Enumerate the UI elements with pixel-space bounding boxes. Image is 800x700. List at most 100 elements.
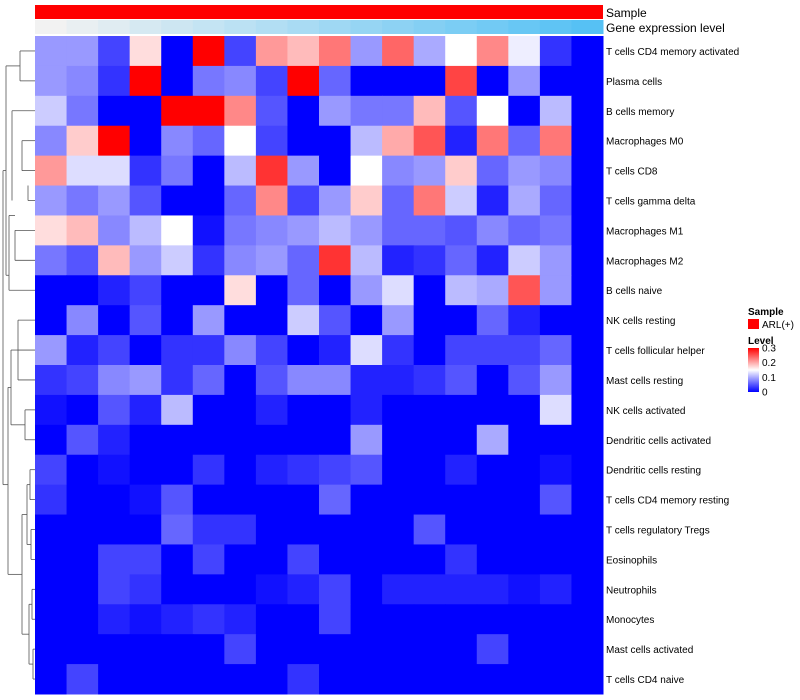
heatmap-cell [350,424,383,456]
row-label: Macrophages M1 [606,226,684,237]
heatmap-cell [224,305,257,336]
heatmap-cell [129,574,162,605]
heatmap-cell [161,36,194,67]
heatmap-cell [445,394,478,426]
heatmap-cell [192,634,225,665]
heatmap-cell [192,394,225,426]
heatmap-cell [287,36,320,67]
heatmap-cell [539,634,572,665]
heatmap-cell [98,245,131,276]
heatmap-cell [287,664,320,695]
heatmap-cell [413,484,446,516]
row-label: B cells naive [606,286,663,297]
heatmap-cell [476,604,509,635]
heatmap-cell [224,335,257,366]
heatmap-cell [287,574,320,605]
heatmap-cell [382,394,415,426]
heatmap-cell [413,365,446,396]
heatmap-cell [66,634,99,665]
heatmap-cell [35,65,68,97]
heatmap-cell [476,365,509,396]
heatmap-cell [350,514,383,545]
heatmap-cell [35,335,68,366]
heatmap-cell [445,604,478,635]
heatmap-cell [287,335,320,366]
legend-title-sample: Sample [748,307,784,318]
heatmap-cell [508,544,541,575]
annotation-cell-expression [255,20,288,34]
heatmap-cell [476,544,509,575]
heatmap-cell [35,155,68,187]
heatmap-cell [476,36,509,67]
heatmap-cell [508,634,541,665]
heatmap-cell [98,484,131,516]
heatmap-cell [445,95,478,127]
row-label: T cells CD4 memory activated [606,47,739,58]
heatmap-cell [319,245,352,276]
heatmap-cell [508,275,541,306]
heatmap-cell [476,335,509,366]
heatmap-cell [571,155,604,187]
heatmap-cell [255,664,288,695]
heatmap-cell [192,125,225,157]
heatmap-cell [571,574,604,605]
heatmap-cell [413,424,446,456]
heatmap-cell [129,125,162,157]
heatmap-cell [476,215,509,246]
row-label: NK cells resting [606,316,675,327]
heatmap-cell [476,95,509,127]
heatmap-cell [319,155,352,187]
annotation-cell-expression [35,20,68,34]
heatmap-cell [350,454,383,486]
heatmap-cell [255,275,288,306]
heatmap-cell [129,394,162,426]
heatmap-cell [129,484,162,516]
heatmap-cell [508,514,541,545]
heatmap-cell [98,275,131,306]
heatmap-cell [192,424,225,456]
heatmap-cell [382,574,415,605]
heatmap-cell [255,185,288,216]
heatmap-cell [66,454,99,486]
heatmap-cell [319,275,352,306]
heatmap-cell [413,634,446,665]
heatmap-cell [224,155,257,187]
heatmap-cell [287,604,320,635]
heatmap-cell [66,424,99,456]
heatmap-cell [571,185,604,216]
heatmap-cell [508,365,541,396]
legend-colorbar [748,348,759,392]
heatmap-cell [382,65,415,97]
heatmap-cell [539,514,572,545]
heatmap-cell [476,155,509,187]
legend-tick-label: 0 [762,388,768,399]
heatmap-cell [382,454,415,486]
heatmap-cell [224,634,257,665]
heatmap-cell [445,664,478,695]
heatmap-cell [161,125,194,157]
heatmap-cell [98,95,131,127]
row-dendrogram [2,50,35,680]
heatmap-cell [255,65,288,97]
row-label: T cells CD4 memory resting [606,496,729,507]
heatmap-cell [445,514,478,545]
heatmap-cell [287,305,320,336]
heatmap-cell [350,65,383,97]
heatmap-cell [445,155,478,187]
heatmap-cell [287,155,320,187]
heatmap-cell [224,514,257,545]
row-label: B cells memory [606,107,674,118]
heatmap-cell [413,65,446,97]
heatmap-cell [35,514,68,545]
heatmap-cell [161,95,194,127]
row-label: Neutrophils [606,585,657,596]
heatmap-cell [255,95,288,127]
heatmap-cell [129,275,162,306]
annotation-label-sample: Sample [606,6,647,20]
heatmap-cell [508,574,541,605]
heatmap-cell [98,155,131,187]
heatmap-cell [255,394,288,426]
heatmap-cell [319,335,352,366]
heatmap-cell [350,36,383,67]
heatmap-cell [66,335,99,366]
